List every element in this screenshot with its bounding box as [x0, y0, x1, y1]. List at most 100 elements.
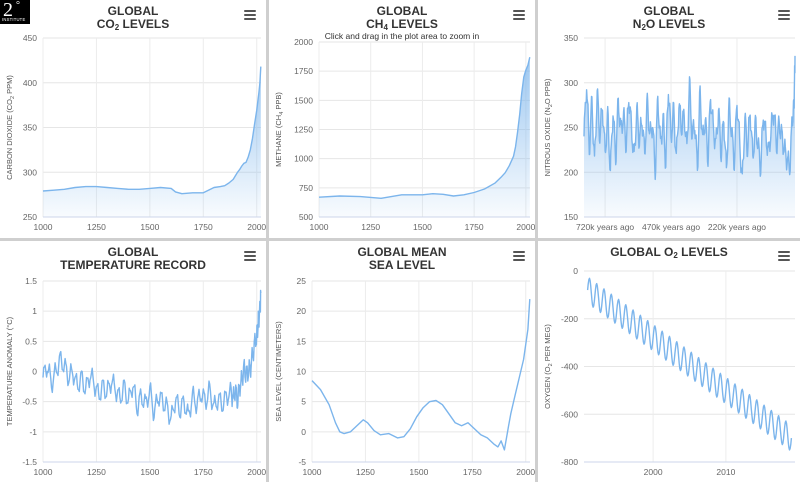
series-line — [318, 57, 531, 199]
y-axis-label-part: OXYGEN (O — [543, 366, 552, 409]
sea-panel: GLOBAL MEAN SEA LEVEL -5 0 5 10 15 20 25 1000 1250… — [269, 241, 535, 482]
y-axis-label-part: METHANE (CH — [274, 115, 283, 167]
x-tick-label: 1250 — [87, 222, 106, 232]
y-tick-label: 200 — [564, 167, 578, 177]
sea-title-line: SEA LEVEL — [269, 259, 535, 272]
title-subscript: 4 — [383, 23, 388, 32]
x-tick-label: 1250 — [87, 467, 106, 477]
ch4-chart[interactable]: 500 750 1000 1250 1500 1750 2000 1000 1250 1500 17… — [269, 0, 535, 238]
y-tick-label: 5 — [301, 397, 306, 407]
chart-menu-icon[interactable] — [778, 251, 790, 261]
y-tick-label: 250 — [23, 212, 37, 222]
x-tick-label: 1000 — [303, 467, 322, 477]
y-axis-label-part: TEMPERATURE ANOMALY (°C) — [5, 316, 14, 426]
x-tick-label: 2000 — [247, 467, 266, 477]
sea-chart[interactable]: -5 0 5 10 15 20 25 1000 1250 1500 1750 2000 SEA LEVE… — [269, 241, 535, 482]
y-tick-label: 350 — [23, 123, 37, 133]
x-tick-label: 220k years ago — [708, 222, 766, 232]
y-axis-label-part: 2 — [548, 104, 554, 107]
title-subscript: 2 — [114, 23, 120, 32]
y-tick-label: 0 — [301, 427, 306, 437]
y-tick-label: 450 — [23, 33, 37, 43]
n2o-panel: GLOBAL N2O LEVELS 150 200 250 300 350 720k year… — [538, 0, 800, 238]
title-text: GLOBAL — [376, 4, 428, 18]
ch4-title-line: CH4 LEVELS — [269, 18, 535, 34]
y-axis-label: SEA LEVEL (CENTIMETERS) — [274, 321, 283, 422]
y-tick-label: 0 — [573, 266, 578, 276]
o2-panel: GLOBAL O2 LEVELS -800 -600 -400 -200 0 2000 201… — [538, 241, 800, 482]
series-line — [586, 277, 793, 451]
y-tick-label: 1000 — [294, 154, 313, 164]
y-axis-label-part: 2 — [548, 363, 554, 366]
y-tick-label: 1250 — [294, 125, 313, 135]
title-text: GLOBAL MEAN — [357, 245, 447, 259]
x-tick-label: 2000 — [644, 467, 663, 477]
title-text: SEA LEVEL — [368, 258, 436, 272]
x-tick-label: 1500 — [140, 467, 159, 477]
n2o-chart[interactable]: 150 200 250 300 350 720k years ago 470k years … — [538, 0, 800, 238]
y-tick-label: 2000 — [294, 37, 313, 47]
temp-title-line: TEMPERATURE RECORD — [0, 259, 266, 272]
y-tick-label: -400 — [561, 362, 578, 372]
o2-title: GLOBAL O2 LEVELS — [538, 246, 800, 262]
title-text: LEVELS — [677, 245, 728, 259]
y-axis-label-part: 4 — [279, 112, 285, 115]
series-line — [42, 289, 262, 425]
y-tick-label: 250 — [564, 123, 578, 133]
co2-title-line: CO2 LEVELS — [0, 18, 266, 34]
chart-menu-icon[interactable] — [513, 251, 525, 261]
series-area — [584, 55, 795, 218]
x-tick-label: 1750 — [465, 222, 484, 232]
chart-menu-icon[interactable] — [244, 10, 256, 20]
y-tick-label: -1.5 — [22, 457, 37, 467]
x-tick-label: 1500 — [413, 222, 432, 232]
temp-title: GLOBAL TEMPERATURE RECORD — [0, 246, 266, 272]
y-tick-label: 750 — [299, 183, 313, 193]
sea-title: GLOBAL MEAN SEA LEVEL — [269, 246, 535, 272]
y-tick-label: 0 — [32, 367, 37, 377]
title-text: CO — [96, 17, 115, 31]
y-tick-label: 150 — [564, 212, 578, 222]
co2-panel: GLOBAL CO2 LEVELS 250 300 350 400 450 1000 1250 1… — [0, 0, 266, 238]
y-axis-label: CARBON DIOXIDE (CO2 PPM) — [5, 75, 16, 180]
y-axis-label-part: PER MEG) — [543, 324, 552, 364]
y-axis-label-part: PPM) — [5, 75, 14, 96]
x-tick-label: 1750 — [463, 467, 482, 477]
y-tick-label: 400 — [23, 78, 37, 88]
y-tick-label: 1.5 — [25, 276, 37, 286]
title-text: GLOBAL — [107, 245, 159, 259]
x-tick-label: 1000 — [34, 467, 53, 477]
x-tick-label: 1000 — [34, 222, 53, 232]
chart-menu-icon[interactable] — [778, 10, 790, 20]
y-tick-label: 20 — [297, 306, 307, 316]
x-tick-label: 1000 — [310, 222, 329, 232]
temp-chart[interactable]: -1.5 -1 -0.5 0 0.5 1 1.5 1000 1250 1500 1750 2000 TE… — [0, 241, 266, 482]
y-tick-label: -1 — [29, 427, 37, 437]
title-subscript: 2 — [673, 251, 678, 260]
2-degrees-institute-logo: 2 ° INSTITUTE — [0, 0, 30, 24]
title-text: N — [632, 17, 642, 31]
n2o-title-line: GLOBAL — [538, 5, 800, 18]
ch4-title-line: GLOBAL — [269, 5, 535, 18]
chart-menu-icon[interactable] — [244, 251, 256, 261]
title-text: GLOBAL O — [610, 245, 674, 259]
chart-menu-icon[interactable] — [513, 10, 525, 20]
n2o-title: GLOBAL N2O LEVELS — [538, 5, 800, 34]
logo-degree: ° — [16, 0, 20, 11]
x-tick-label: 1250 — [361, 222, 380, 232]
title-text: CH — [366, 17, 384, 31]
x-tick-label: 2000 — [516, 467, 535, 477]
x-tick-label: 2000 — [516, 222, 535, 232]
y-tick-label: -5 — [298, 457, 306, 467]
logo-text: INSTITUTE — [2, 17, 26, 22]
co2-title: GLOBAL CO2 LEVELS — [0, 5, 266, 34]
y-axis-label-part: NITROUS OXIDE (N — [543, 107, 552, 176]
temp-panel: GLOBAL TEMPERATURE RECORD -1.5 -1 -0.5 0 0.5 1 1… — [0, 241, 266, 482]
y-axis-label-part: O PPB) — [543, 78, 552, 104]
title-text: LEVELS — [119, 17, 170, 31]
x-tick-label: 720k years ago — [576, 222, 634, 232]
co2-chart[interactable]: 250 300 350 400 450 1000 1250 1500 1750 2000 CARBO… — [0, 0, 266, 238]
logo-numeral: 2 — [3, 0, 13, 21]
y-tick-label: 1750 — [294, 66, 313, 76]
